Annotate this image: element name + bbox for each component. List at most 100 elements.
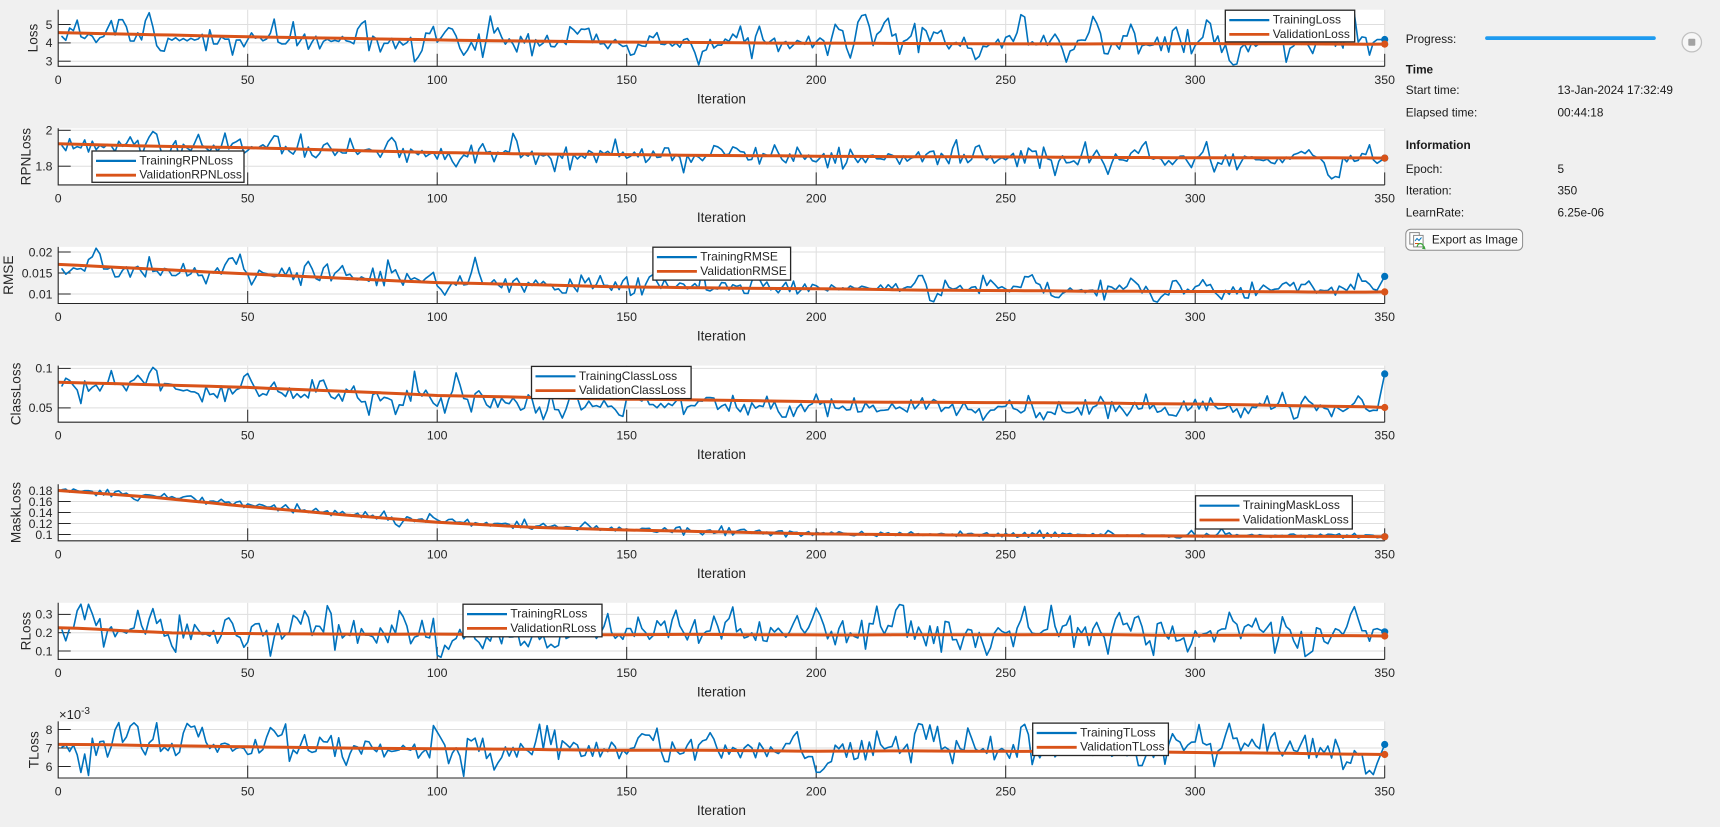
svg-text:0: 0 — [55, 429, 62, 443]
svg-text:0.2: 0.2 — [35, 626, 52, 640]
svg-text:0: 0 — [55, 547, 62, 561]
svg-text:TLoss: TLoss — [27, 731, 42, 768]
svg-text:TrainingMaskLoss: TrainingMaskLoss — [1243, 498, 1340, 512]
svg-text:350: 350 — [1374, 429, 1395, 443]
svg-text:250: 250 — [995, 666, 1016, 680]
svg-text:Iteration: Iteration — [697, 91, 746, 106]
svg-text:350: 350 — [1558, 184, 1578, 198]
svg-text:5: 5 — [1558, 162, 1565, 176]
svg-text:300: 300 — [1185, 429, 1206, 443]
svg-text:3: 3 — [46, 55, 53, 69]
svg-text:Iteration: Iteration — [697, 329, 746, 344]
svg-text:00:44:18: 00:44:18 — [1558, 106, 1604, 120]
svg-text:RMSE: RMSE — [1, 256, 16, 295]
svg-text:100: 100 — [427, 191, 448, 205]
svg-text:300: 300 — [1185, 310, 1206, 324]
svg-text:0.02: 0.02 — [29, 245, 53, 259]
svg-text:TrainingLoss: TrainingLoss — [1273, 13, 1341, 27]
svg-text:50: 50 — [241, 310, 255, 324]
svg-text:150: 150 — [616, 73, 637, 87]
svg-text:Iteration: Iteration — [697, 447, 746, 462]
svg-text:TrainingRMSE: TrainingRMSE — [700, 250, 778, 264]
svg-text:50: 50 — [241, 73, 255, 87]
svg-text:300: 300 — [1185, 666, 1206, 680]
svg-text:0.12: 0.12 — [29, 517, 53, 531]
svg-text:ValidationRLoss: ValidationRLoss — [510, 621, 596, 635]
svg-text:Iteration: Iteration — [697, 684, 746, 699]
svg-text:0.015: 0.015 — [22, 266, 53, 280]
svg-text:0.16: 0.16 — [29, 495, 53, 509]
svg-text:0.3: 0.3 — [35, 608, 52, 622]
svg-text:150: 150 — [616, 547, 637, 561]
svg-text:TrainingRLoss: TrainingRLoss — [510, 607, 587, 621]
svg-text:0.01: 0.01 — [29, 287, 53, 301]
svg-text:8: 8 — [46, 723, 53, 737]
svg-text:100: 100 — [427, 666, 448, 680]
svg-text:100: 100 — [427, 73, 448, 87]
svg-text:0.1: 0.1 — [35, 528, 52, 542]
svg-text:Elapsed time:: Elapsed time: — [1406, 106, 1477, 120]
svg-text:Information: Information — [1406, 138, 1471, 152]
svg-text:150: 150 — [616, 785, 637, 799]
svg-text:4: 4 — [46, 36, 53, 50]
svg-text:50: 50 — [241, 785, 255, 799]
svg-text:TrainingRPNLoss: TrainingRPNLoss — [139, 153, 233, 167]
svg-text:50: 50 — [241, 666, 255, 680]
svg-text:200: 200 — [806, 73, 827, 87]
svg-text:200: 200 — [806, 191, 827, 205]
svg-text:0: 0 — [55, 666, 62, 680]
svg-text:2: 2 — [46, 124, 53, 138]
svg-text:RLoss: RLoss — [19, 612, 34, 651]
svg-text:150: 150 — [616, 310, 637, 324]
svg-text:ValidationClassLoss: ValidationClassLoss — [579, 383, 686, 397]
svg-text:200: 200 — [806, 429, 827, 443]
svg-text:250: 250 — [995, 191, 1016, 205]
svg-text:350: 350 — [1374, 785, 1395, 799]
svg-text:250: 250 — [995, 73, 1016, 87]
svg-text:13-Jan-2024 17:32:49: 13-Jan-2024 17:32:49 — [1558, 83, 1673, 97]
svg-text:0.1: 0.1 — [35, 362, 52, 376]
svg-text:ValidationRPNLoss: ValidationRPNLoss — [139, 168, 242, 182]
svg-text:0: 0 — [55, 73, 62, 87]
svg-text:MaskLoss: MaskLoss — [9, 482, 24, 543]
svg-text:0: 0 — [55, 785, 62, 799]
svg-text:300: 300 — [1185, 785, 1206, 799]
svg-text:150: 150 — [616, 191, 637, 205]
svg-text:250: 250 — [995, 547, 1016, 561]
svg-text:0.18: 0.18 — [29, 484, 53, 498]
svg-text:300: 300 — [1185, 191, 1206, 205]
svg-text:350: 350 — [1374, 191, 1395, 205]
svg-text:Iteration: Iteration — [697, 566, 746, 581]
svg-text:ValidationMaskLoss: ValidationMaskLoss — [1243, 512, 1349, 526]
svg-text:5: 5 — [46, 18, 53, 32]
svg-text:150: 150 — [616, 666, 637, 680]
svg-text:Time: Time — [1406, 63, 1434, 77]
svg-text:Progress:: Progress: — [1406, 32, 1456, 46]
svg-text:50: 50 — [241, 191, 255, 205]
svg-text:250: 250 — [995, 310, 1016, 324]
svg-text:300: 300 — [1185, 547, 1206, 561]
svg-text:350: 350 — [1374, 547, 1395, 561]
svg-text:Iteration: Iteration — [697, 210, 746, 225]
svg-text:ValidationRMSE: ValidationRMSE — [700, 264, 786, 278]
svg-text:350: 350 — [1374, 73, 1395, 87]
svg-text:Export as Image: Export as Image — [1432, 232, 1518, 246]
svg-text:TrainingTLoss: TrainingTLoss — [1080, 726, 1156, 740]
svg-text:150: 150 — [616, 429, 637, 443]
svg-text:Epoch:: Epoch: — [1406, 162, 1443, 176]
svg-text:Iteration: Iteration — [697, 803, 746, 818]
svg-text:0.1: 0.1 — [35, 644, 52, 658]
svg-text:200: 200 — [806, 666, 827, 680]
svg-text:100: 100 — [427, 429, 448, 443]
svg-text:RPNLoss: RPNLoss — [18, 128, 33, 186]
svg-text:Start time:: Start time: — [1406, 83, 1460, 97]
svg-text:100: 100 — [427, 310, 448, 324]
svg-text:ClassLoss: ClassLoss — [9, 362, 24, 425]
svg-text:0: 0 — [55, 191, 62, 205]
svg-text:TrainingClassLoss: TrainingClassLoss — [579, 369, 677, 383]
svg-text:300: 300 — [1185, 73, 1206, 87]
svg-text:50: 50 — [241, 547, 255, 561]
svg-text:100: 100 — [427, 547, 448, 561]
svg-text:Loss: Loss — [26, 23, 41, 52]
svg-text:6: 6 — [46, 760, 53, 774]
